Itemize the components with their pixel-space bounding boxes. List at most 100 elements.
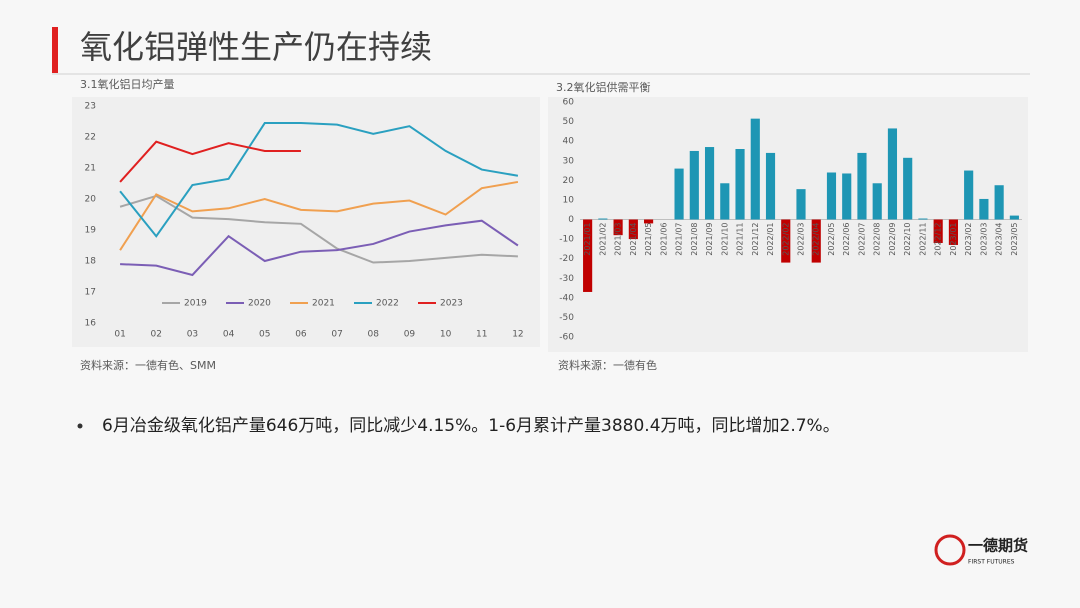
y-tick-label: -10 (559, 235, 574, 245)
x-tick-label: 2022/11 (918, 223, 927, 256)
bar (933, 219, 943, 243)
source: 资料来源：一德有色、SMM (80, 358, 216, 372)
x-tick-label: 2023/01 (949, 223, 958, 256)
x-tick-label: 2021/04 (629, 223, 638, 256)
x-tick-label: 2021/06 (659, 223, 668, 256)
bar (628, 219, 638, 240)
bar (765, 152, 776, 220)
bar (1009, 215, 1019, 220)
y-tick-label: 21 (85, 164, 96, 174)
y-tick-label: 16 (85, 319, 97, 329)
y-tick-label: 20 (85, 195, 97, 205)
y-tick-label: 22 (85, 133, 96, 143)
x-tick-label: 2023/05 (1010, 223, 1019, 256)
y-tick-label: 0 (568, 215, 574, 225)
x-tick-label: 2022/10 (903, 223, 912, 256)
chart-panel (72, 97, 540, 347)
y-tick-label: 18 (85, 257, 97, 267)
x-tick-label: 2023/03 (979, 223, 988, 256)
chart-title: 3.2氧化铝供需平衡 (556, 80, 651, 94)
x-tick-label: 2021/09 (705, 223, 714, 256)
legend-label: 2021 (312, 299, 335, 309)
bar (644, 219, 654, 224)
y-tick-label: 10 (563, 195, 575, 205)
series-line (119, 194, 518, 264)
y-tick-label: -40 (559, 293, 574, 303)
series-line (120, 219, 519, 277)
x-tick-label: 2021/10 (720, 223, 729, 256)
bar (903, 157, 913, 220)
title-accent (52, 27, 58, 73)
chart-title: 3.1氧化铝日均产量 (80, 77, 175, 91)
y-tick-label: -50 (559, 313, 574, 323)
bar (704, 147, 715, 220)
x-tick-label: 09 (404, 330, 416, 340)
bar (735, 149, 745, 220)
x-tick-label: 05 (259, 330, 270, 340)
x-tick-label: 11 (476, 330, 487, 340)
x-tick-label: 2023/04 (995, 223, 1004, 256)
bullet-dot (77, 423, 83, 429)
bar (887, 128, 898, 220)
bar (842, 173, 852, 220)
y-tick-label: -30 (559, 274, 574, 284)
x-tick-label: 2023/02 (964, 223, 973, 256)
bar (583, 219, 593, 292)
bar (964, 170, 974, 220)
bar (826, 172, 837, 220)
bar (750, 118, 760, 220)
bar (811, 219, 821, 263)
x-tick-label: 2022/03 (797, 223, 806, 256)
y-tick-label: 30 (563, 156, 575, 166)
bar (994, 185, 1004, 220)
legend-label: 2022 (376, 299, 399, 309)
x-tick-label: 02 (151, 330, 162, 340)
y-tick-label: 60 (563, 98, 575, 108)
x-tick-label: 04 (223, 330, 235, 340)
y-tick-label: 50 (563, 117, 575, 127)
x-tick-label: 2021/11 (736, 223, 745, 256)
legend-label: 2020 (248, 299, 271, 309)
bar (598, 218, 608, 220)
x-tick-label: 06 (295, 330, 307, 340)
legend-label: 2019 (184, 299, 207, 309)
x-tick-label: 01 (114, 330, 125, 340)
bar (796, 189, 806, 220)
bar (857, 152, 867, 220)
x-tick-label: 03 (187, 330, 198, 340)
y-tick-label: -60 (559, 333, 574, 343)
y-tick-label: 23 (85, 102, 96, 112)
bar (918, 218, 928, 220)
series-line (119, 140, 301, 183)
series-line (119, 180, 519, 251)
x-tick-label: 2021/08 (690, 223, 699, 256)
x-tick-label: 2021/07 (675, 223, 684, 256)
x-tick-label: 2021/03 (614, 223, 623, 256)
bar (674, 168, 684, 220)
y-tick-label: 40 (563, 137, 575, 147)
bar (613, 219, 623, 236)
x-tick-label: 2021/01 (583, 223, 592, 256)
x-tick-label: 2021/02 (598, 223, 607, 256)
x-tick-label: 2022/01 (766, 223, 775, 256)
logo-icon (934, 534, 966, 566)
x-tick-label: 08 (368, 330, 380, 340)
x-tick-label: 07 (331, 330, 342, 340)
source: 资料来源：一德有色 (558, 358, 657, 372)
y-tick-label: 17 (85, 288, 96, 298)
bar (872, 183, 882, 220)
series-line (119, 122, 519, 238)
x-tick-label: 2022/06 (842, 223, 851, 256)
x-tick-label: 12 (512, 330, 523, 340)
x-tick-label: 10 (440, 330, 452, 340)
x-tick-label: 2021/12 (751, 223, 760, 256)
bar (979, 198, 989, 220)
bullet-text: 6月冶金级氧化铝产量646万吨，同比减少4.15%。1-6月累计产量3880.4… (102, 416, 840, 436)
bar (781, 219, 791, 263)
x-tick-label: 2022/05 (827, 223, 836, 256)
slide-title: 氧化铝弹性生产仍在持续 (80, 28, 432, 66)
bar (689, 150, 699, 220)
x-tick-label: 2022/04 (812, 223, 821, 256)
x-tick-label: 2022/12 (934, 223, 943, 256)
